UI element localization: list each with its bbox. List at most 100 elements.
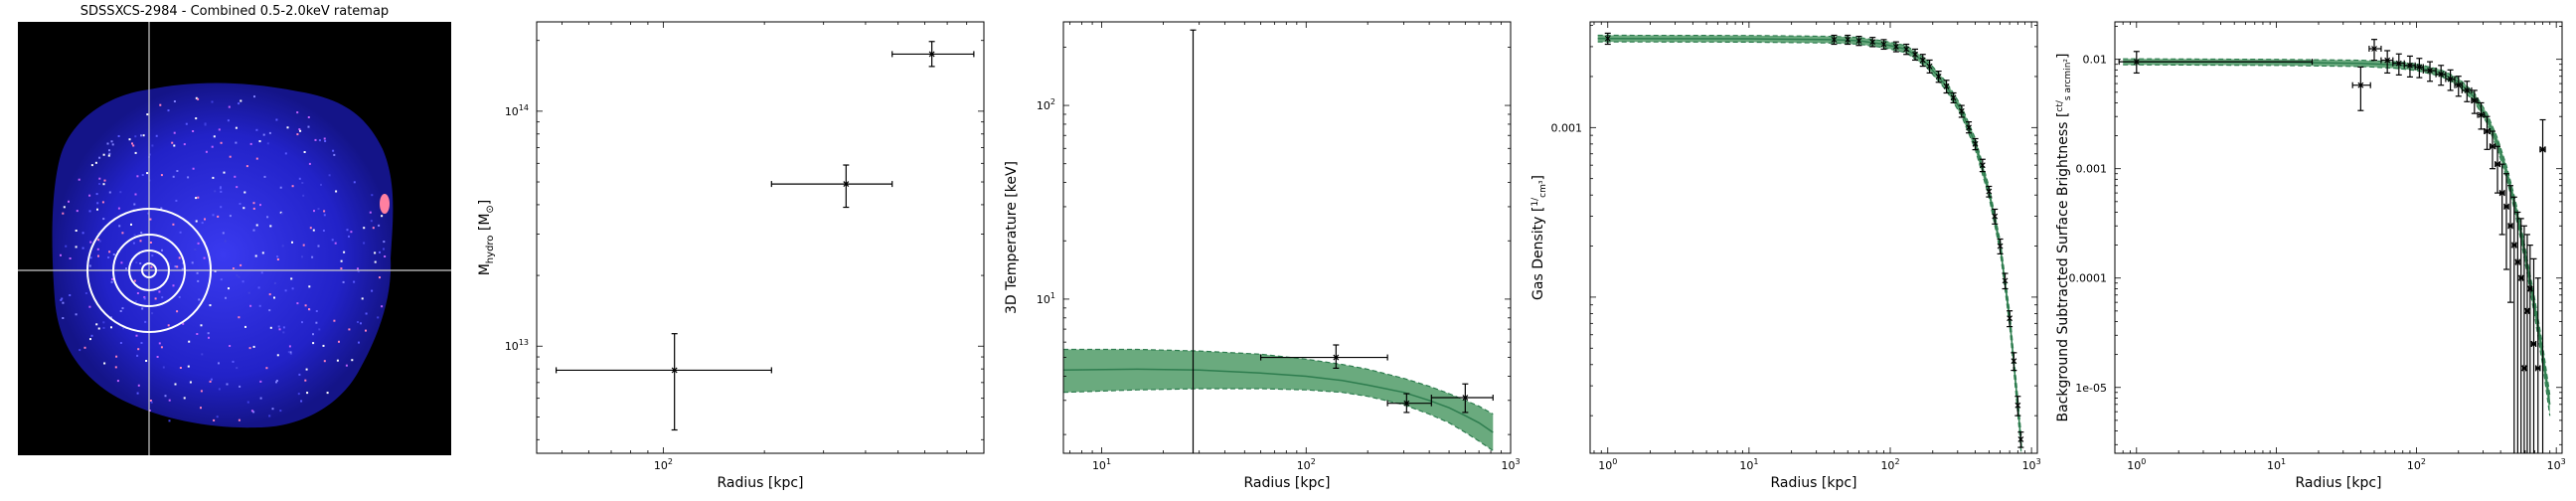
photon-speckle (214, 190, 217, 193)
photon-speckle (167, 324, 170, 327)
photon-speckle (122, 327, 125, 330)
photon-speckle (134, 151, 137, 154)
photon-speckle (280, 212, 283, 215)
photon-speckle (358, 341, 360, 344)
point-marker (2416, 64, 2423, 71)
photon-speckle (323, 214, 326, 217)
data-point (2517, 218, 2524, 453)
photon-speckle (296, 302, 299, 305)
point-marker (1831, 36, 1838, 43)
y-axis-label: 3D Temperature [keV] (1004, 161, 1020, 314)
data-point (1892, 41, 1899, 53)
photon-speckle (365, 312, 368, 315)
x-tick-label: 103 (1501, 457, 1520, 472)
photon-speckle (372, 227, 375, 230)
photon-speckle (258, 140, 261, 143)
x-tick-label: 101 (2267, 457, 2286, 472)
photon-speckle (268, 309, 271, 312)
photon-speckle (76, 210, 79, 213)
photon-speckle (78, 178, 80, 181)
photon-speckle (173, 100, 176, 102)
point-marker (2539, 146, 2546, 153)
photon-speckle (236, 367, 239, 370)
photon-speckle (200, 407, 202, 410)
photon-speckle (342, 280, 345, 283)
photon-speckle (63, 206, 66, 209)
photon-speckle (132, 144, 135, 147)
photon-speckle (62, 212, 65, 215)
point-marker (2395, 60, 2402, 67)
photon-speckle (268, 293, 271, 296)
photon-speckle (250, 410, 253, 413)
photon-speckle (136, 354, 139, 357)
point-marker (2484, 128, 2491, 134)
photon-speckle (238, 316, 241, 319)
photon-speckle (189, 381, 192, 384)
photon-speckle (208, 336, 210, 339)
photon-speckle (238, 275, 241, 278)
photon-speckle (286, 126, 289, 129)
photon-speckle (96, 248, 99, 250)
data-point (1880, 39, 1887, 51)
photon-speckle (242, 280, 244, 283)
y-tick-label: 0.01 (2083, 54, 2108, 67)
photon-speckle (149, 218, 152, 221)
photon-speckle (328, 174, 331, 177)
photon-speckle (365, 329, 367, 332)
photon-speckle (195, 220, 198, 223)
photon-speckle (108, 191, 111, 194)
photon-speckle (81, 232, 84, 235)
point-marker (2427, 68, 2433, 74)
photon-speckle (312, 229, 315, 232)
point-marker (1992, 213, 1999, 220)
photon-speckle (212, 214, 215, 217)
photon-speckle (96, 202, 99, 205)
data-point (1926, 59, 1933, 74)
photon-speckle (323, 137, 326, 140)
data-point (1260, 344, 1388, 369)
photon-speckle (183, 397, 186, 400)
photon-speckle (168, 399, 171, 402)
photon-speckle (353, 181, 356, 184)
point-marker (2520, 365, 2527, 372)
photon-speckle (83, 346, 86, 349)
photon-speckle (262, 133, 265, 136)
photon-speckle (118, 225, 121, 228)
photon-speckle (146, 113, 149, 116)
photon-speckle (183, 143, 186, 146)
photon-speckle (207, 332, 210, 335)
chart-panel-2: 101 102 103 101 102 Radius [kpc] 3D Temperatur… (1004, 21, 1521, 491)
data-point (2435, 65, 2447, 86)
photon-speckle (239, 385, 242, 388)
photon-speckle (194, 249, 197, 250)
photon-speckle (110, 140, 113, 143)
photon-speckle (142, 134, 145, 137)
annular-apertures (86, 208, 212, 333)
photon-speckle (187, 365, 190, 368)
photon-speckle (381, 215, 384, 218)
data-point (891, 41, 975, 68)
photon-speckle (204, 123, 207, 126)
photon-speckle (182, 322, 185, 325)
photon-speckle (159, 103, 162, 106)
data-point (2526, 245, 2533, 453)
data-point (2454, 76, 2463, 97)
photon-speckle (318, 139, 321, 142)
photon-speckle (197, 279, 200, 282)
photon-speckle (97, 254, 99, 257)
point-marker (2490, 143, 2496, 150)
point-marker (2514, 258, 2521, 265)
data-point (2530, 257, 2537, 453)
x-tick-label: 102 (1297, 457, 1316, 472)
photon-speckle (110, 280, 113, 283)
photon-speckle (271, 408, 274, 411)
photon-speckle (236, 186, 239, 189)
y-tick-label: 101 (1037, 291, 1055, 306)
photon-speckle (311, 255, 314, 258)
point-marker (1845, 36, 1852, 43)
photon-speckle (371, 289, 374, 292)
data-point (1430, 383, 1494, 414)
photon-speckle (296, 133, 299, 136)
cluster-emission-region (52, 83, 394, 428)
point-marker (1986, 188, 1993, 195)
